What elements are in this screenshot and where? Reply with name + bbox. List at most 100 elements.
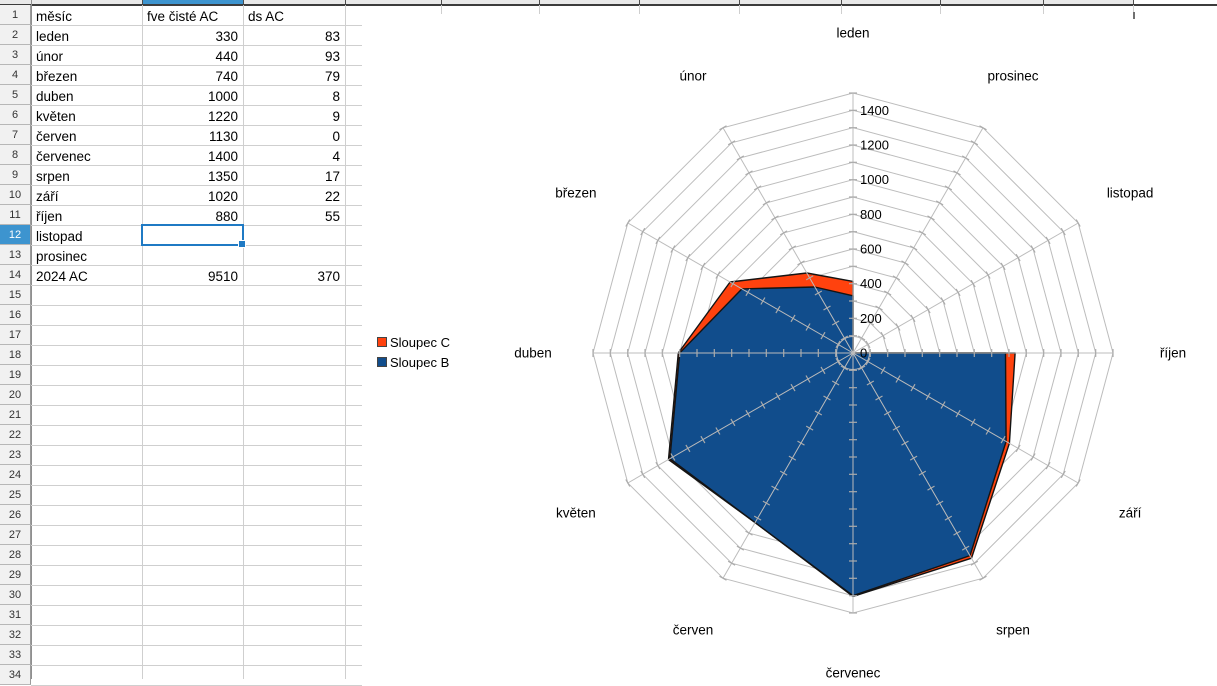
row-header-24[interactable]: 24 bbox=[0, 465, 31, 485]
cell-B14[interactable]: 9510 bbox=[207, 268, 238, 284]
radar-tick bbox=[909, 245, 918, 251]
radar-tick bbox=[823, 305, 831, 311]
cell-A3[interactable]: únor bbox=[36, 48, 64, 64]
cell-B3[interactable]: 440 bbox=[215, 48, 238, 64]
cell-C1[interactable]: ds AC bbox=[248, 8, 285, 24]
row-header-20[interactable]: 20 bbox=[0, 385, 31, 405]
cell-B1[interactable]: fve čisté AC bbox=[147, 8, 219, 24]
category-label-říjen: říjen bbox=[1160, 346, 1186, 361]
row-header-11[interactable]: 11 bbox=[0, 205, 31, 225]
row-header-18[interactable]: 18 bbox=[0, 345, 31, 365]
radar-spoke bbox=[852, 127, 984, 354]
cell-B6[interactable]: 1220 bbox=[207, 108, 238, 124]
row-header-22[interactable]: 22 bbox=[0, 425, 31, 445]
radar-tick bbox=[736, 155, 745, 161]
row-header-32[interactable]: 32 bbox=[0, 625, 31, 645]
cell-C7[interactable]: 0 bbox=[332, 128, 340, 144]
radar-tick bbox=[892, 275, 901, 281]
cell-A5[interactable]: duben bbox=[36, 88, 74, 104]
cell-B4[interactable]: 740 bbox=[215, 68, 238, 84]
radar-tick bbox=[979, 575, 987, 581]
row-header-16[interactable]: 16 bbox=[0, 305, 31, 325]
cell-C6[interactable]: 9 bbox=[332, 108, 340, 124]
cell-A1[interactable]: měsíc bbox=[36, 8, 73, 24]
cell-A6[interactable]: květen bbox=[36, 108, 76, 124]
row-header-26[interactable]: 26 bbox=[0, 505, 31, 525]
legend-swatch-sloupec-b bbox=[377, 357, 387, 367]
axis-label-0: 0 bbox=[860, 346, 867, 361]
cell-A4[interactable]: březen bbox=[36, 68, 78, 84]
radar-spoke bbox=[852, 222, 1079, 354]
cell-A7[interactable]: červen bbox=[36, 128, 77, 144]
radar-tick bbox=[880, 331, 886, 340]
row-header-15[interactable]: 15 bbox=[0, 285, 31, 305]
row-header-8[interactable]: 8 bbox=[0, 145, 31, 165]
cell-C8[interactable]: 4 bbox=[332, 148, 340, 164]
row-header-25[interactable]: 25 bbox=[0, 485, 31, 505]
row-header-31[interactable]: 31 bbox=[0, 605, 31, 625]
cell-B9[interactable]: 1350 bbox=[207, 168, 238, 184]
cell-A9[interactable]: srpen bbox=[36, 168, 70, 184]
cell-B8[interactable]: 1400 bbox=[207, 148, 238, 164]
row-header-3[interactable]: 3 bbox=[0, 45, 31, 65]
row-header-12[interactable]: 12 bbox=[0, 225, 31, 245]
cell-A10[interactable]: září bbox=[36, 188, 59, 204]
row-header-29[interactable]: 29 bbox=[0, 565, 31, 585]
row-header-19[interactable]: 19 bbox=[0, 365, 31, 385]
cell-C11[interactable]: 55 bbox=[324, 208, 340, 224]
cell-C2[interactable]: 83 bbox=[324, 28, 340, 44]
row-gridline bbox=[31, 145, 362, 146]
cell-C3[interactable]: 93 bbox=[324, 48, 340, 64]
row-header-divider bbox=[31, 0, 32, 679]
cell-A12[interactable]: listopad bbox=[36, 228, 83, 244]
row-header-1[interactable]: 1 bbox=[0, 5, 31, 25]
row-header-21[interactable]: 21 bbox=[0, 405, 31, 425]
radar-tick bbox=[1030, 453, 1036, 461]
cell-C4[interactable]: 79 bbox=[324, 68, 340, 84]
row-header-4[interactable]: 4 bbox=[0, 65, 31, 85]
row-header-7[interactable]: 7 bbox=[0, 125, 31, 145]
row-header-5[interactable]: 5 bbox=[0, 85, 31, 105]
cell-B11[interactable]: 880 bbox=[215, 208, 238, 224]
column-header-strip[interactable] bbox=[0, 0, 1133, 4]
radar-tick bbox=[940, 297, 946, 305]
cell-A13[interactable]: prosinec bbox=[36, 248, 88, 264]
row-header-2[interactable]: 2 bbox=[0, 25, 31, 45]
row-header-9[interactable]: 9 bbox=[0, 165, 31, 185]
radar-tick bbox=[727, 140, 736, 146]
row-header-27[interactable]: 27 bbox=[0, 525, 31, 545]
row-gridline bbox=[31, 625, 362, 626]
radar-tick bbox=[866, 320, 875, 326]
row-header-10[interactable]: 10 bbox=[0, 185, 31, 205]
radar-tick bbox=[805, 323, 811, 331]
cell-B2[interactable]: 330 bbox=[215, 28, 238, 44]
row-header-13[interactable]: 13 bbox=[0, 245, 31, 265]
cell-C10[interactable]: 22 bbox=[324, 188, 340, 204]
radar-tick bbox=[790, 383, 796, 392]
cell-C5[interactable]: 8 bbox=[332, 88, 340, 104]
row-header-28[interactable]: 28 bbox=[0, 545, 31, 565]
cell-B10[interactable]: 1020 bbox=[207, 188, 238, 204]
cell-C9[interactable]: 17 bbox=[324, 168, 340, 184]
radar-tick bbox=[1075, 479, 1081, 487]
row-header-30[interactable]: 30 bbox=[0, 585, 31, 605]
row-header-33[interactable]: 33 bbox=[0, 645, 31, 665]
cell-B7[interactable]: 1130 bbox=[208, 128, 238, 144]
fill-handle[interactable] bbox=[238, 240, 246, 248]
row-header-6[interactable]: 6 bbox=[0, 105, 31, 125]
cell-A11[interactable]: říjen bbox=[36, 208, 63, 224]
cell-A14[interactable]: 2024 AC bbox=[36, 268, 88, 284]
radar-tick bbox=[655, 236, 661, 245]
category-label-srpen: srpen bbox=[996, 623, 1030, 638]
cell-B5[interactable]: 1000 bbox=[207, 88, 238, 104]
cell-C14[interactable]: 370 bbox=[317, 268, 340, 284]
row-header-17[interactable]: 17 bbox=[0, 325, 31, 345]
radar-tick bbox=[790, 314, 796, 323]
radar-tick bbox=[779, 230, 788, 236]
column-divider-tick bbox=[345, 0, 346, 4]
cell-A2[interactable]: leden bbox=[36, 28, 70, 44]
cell-A8[interactable]: červenec bbox=[36, 148, 91, 164]
row-header-14[interactable]: 14 bbox=[0, 265, 31, 285]
row-header-23[interactable]: 23 bbox=[0, 445, 31, 465]
